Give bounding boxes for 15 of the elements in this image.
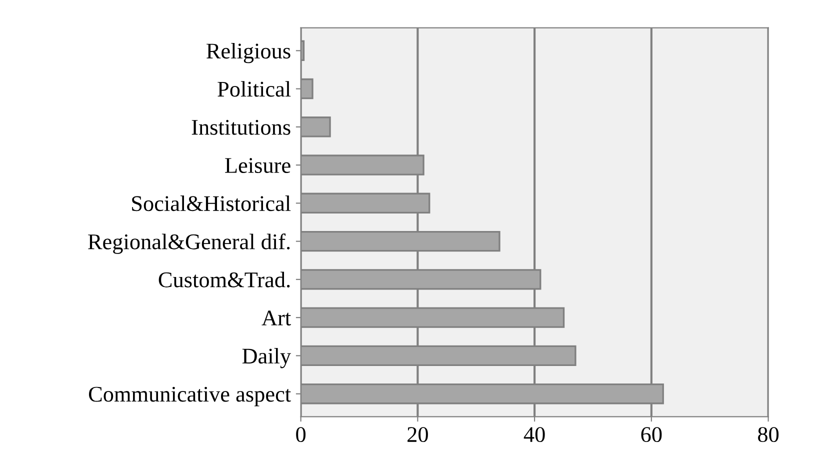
- x-tick-label: 60: [641, 427, 662, 442]
- y-tick-label: Regional&General dif.: [88, 233, 290, 254]
- x-tick-label: 0: [296, 427, 306, 442]
- y-tick-label: Daily: [242, 348, 291, 368]
- x-tick-label: 20: [408, 427, 428, 442]
- x-tick-label: 40: [524, 427, 545, 442]
- y-tick-label: Communicative aspect: [88, 386, 291, 406]
- y-tick-label: Custom&Trad.: [158, 272, 290, 288]
- y-tick-label: Social&Historical: [132, 195, 291, 212]
- y-tick-label: Leisure: [225, 158, 290, 173]
- y-tick-label: Institutions: [192, 120, 290, 135]
- y-tick-label: Political: [218, 81, 291, 97]
- y-tick-label: Religious: [206, 42, 290, 64]
- x-tick-label: 80: [758, 427, 779, 442]
- y-tick-label: Art: [262, 310, 291, 326]
